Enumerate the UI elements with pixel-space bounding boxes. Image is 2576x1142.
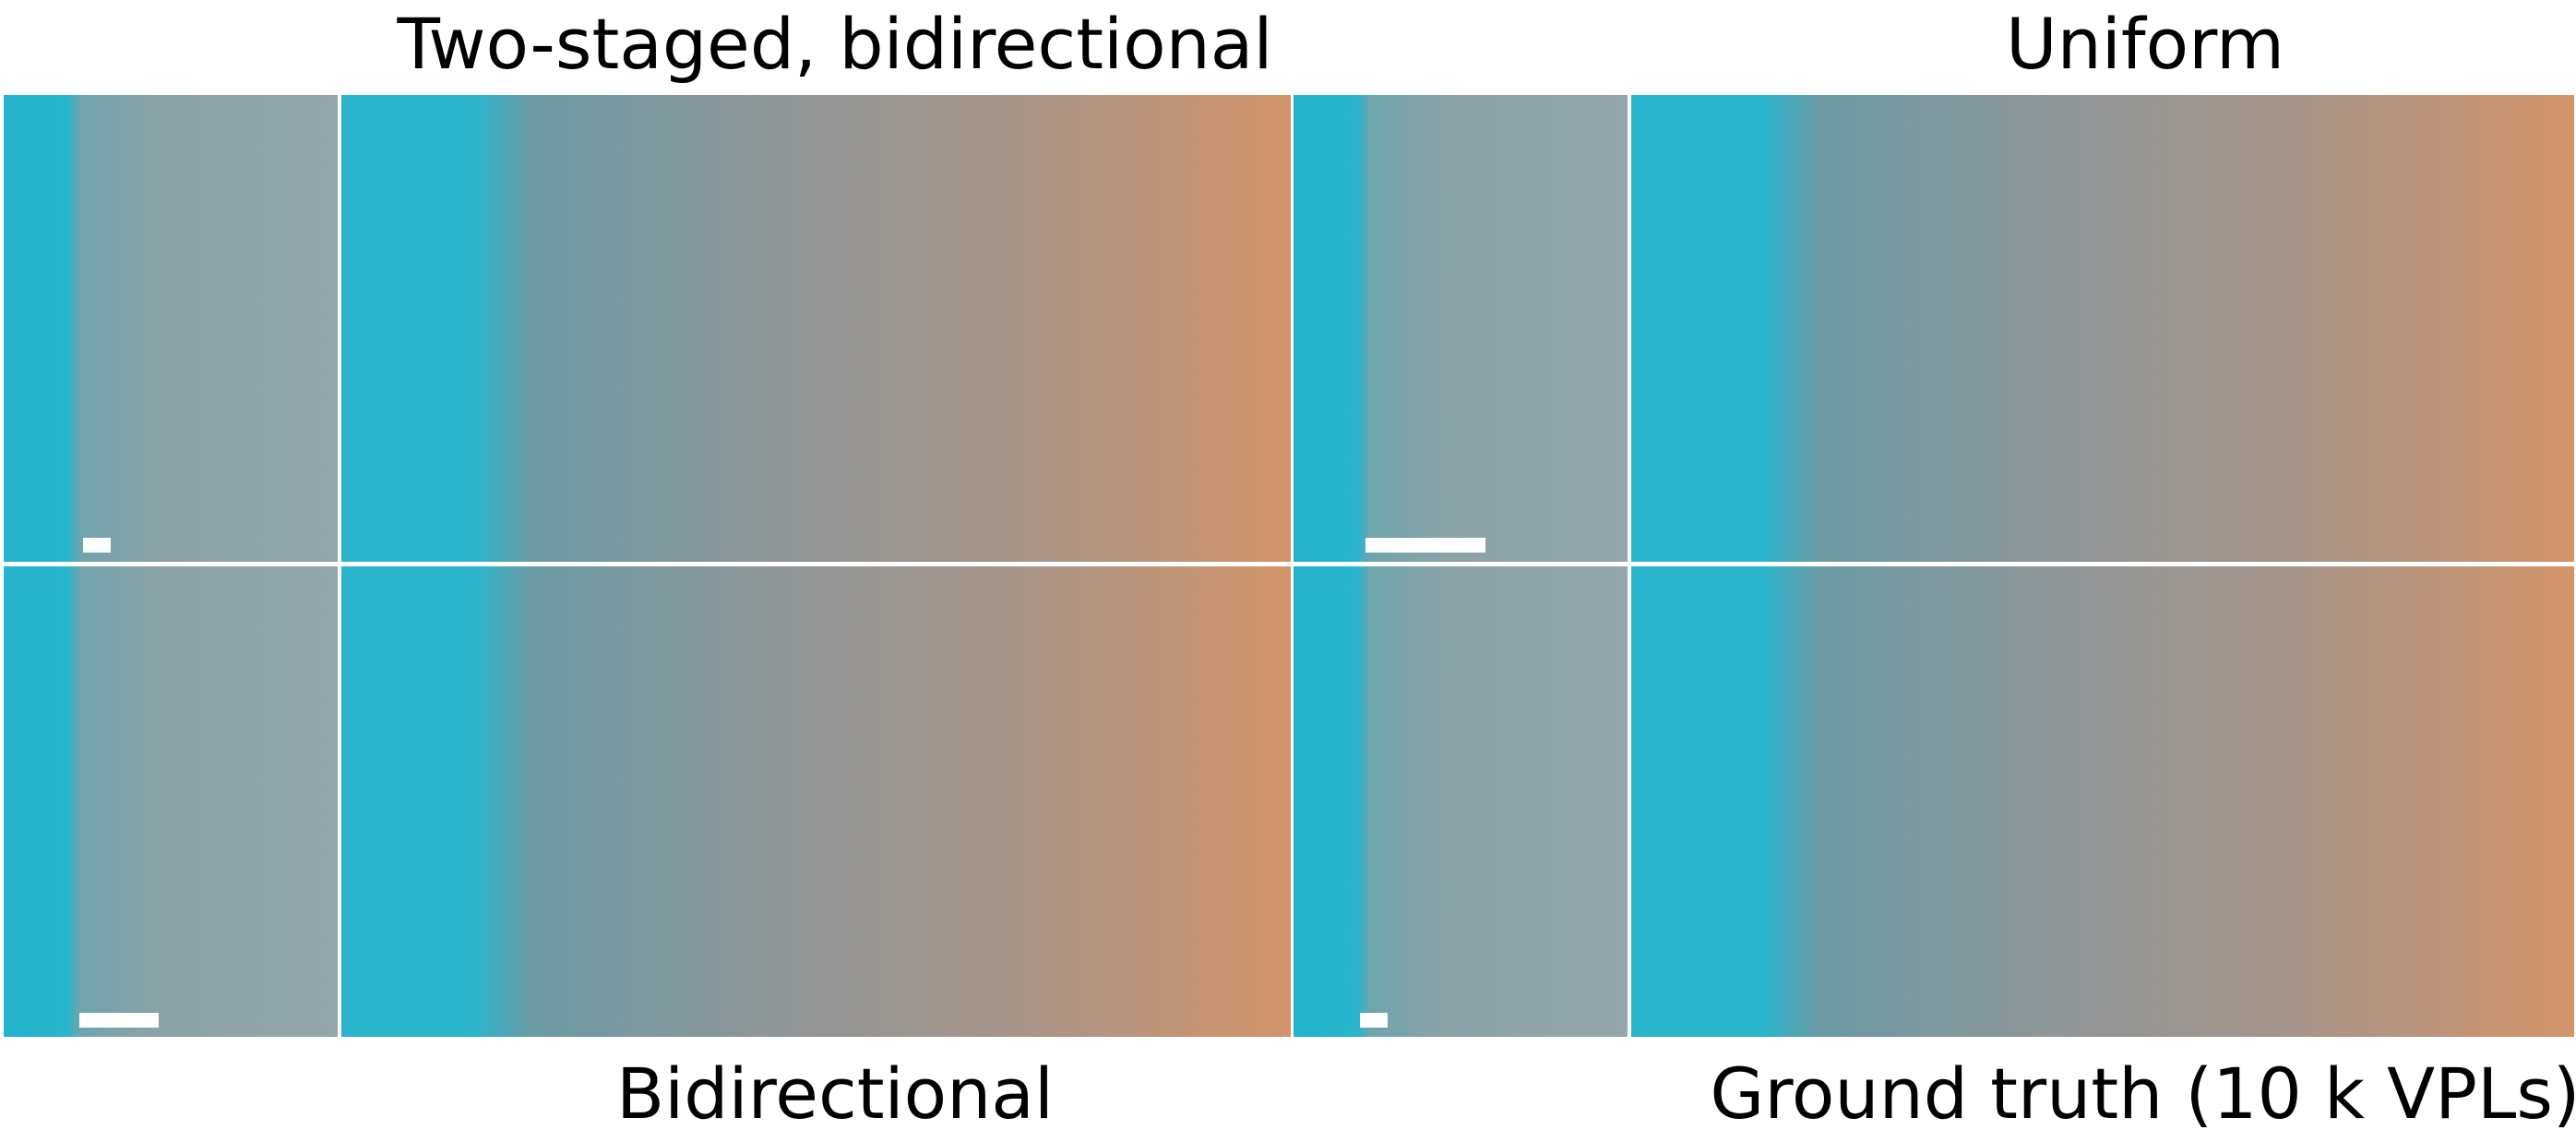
inset-render-uniform xyxy=(1294,95,1628,562)
render-bidirectional xyxy=(341,566,1291,1037)
render-two-staged-bidirectional xyxy=(341,95,1291,562)
caption-bidirectional: Bidirectional xyxy=(616,1053,1054,1135)
scale-bar xyxy=(79,1013,159,1028)
caption-uniform: Uniform xyxy=(2005,3,2285,85)
inset-render-two-staged xyxy=(4,95,338,562)
caption-two-staged-bidirectional: Two-staged, bidirectional xyxy=(397,3,1273,85)
scale-bar xyxy=(1366,538,1485,553)
render-uniform xyxy=(1631,95,2574,562)
render-ground-truth xyxy=(1631,566,2574,1037)
scale-bar xyxy=(1360,1013,1388,1028)
scale-bar xyxy=(83,538,111,553)
inset-render-ground-truth xyxy=(1294,566,1628,1037)
caption-ground-truth: Ground truth (10 k VPLs) xyxy=(1710,1053,2576,1135)
inset-render-bidirectional xyxy=(4,566,338,1037)
